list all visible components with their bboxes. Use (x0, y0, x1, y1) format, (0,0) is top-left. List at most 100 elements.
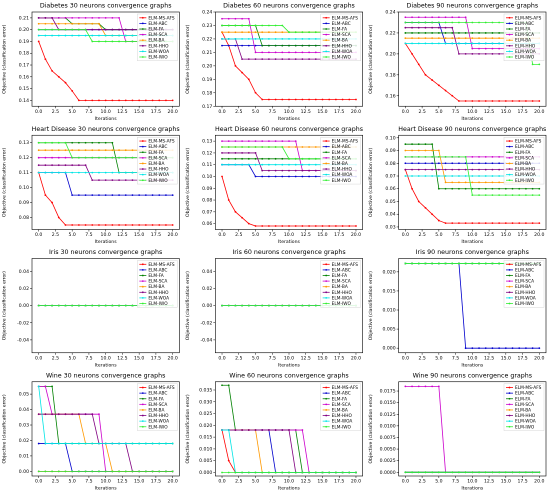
point-marker (274, 163, 277, 166)
point-marker (254, 304, 257, 307)
y-tick-label: 0.10 (19, 185, 29, 191)
point-marker (44, 470, 47, 473)
legend-label: ELM-ABC (148, 267, 167, 273)
point-marker (221, 140, 223, 143)
point-marker (498, 162, 501, 165)
legend-label: ELM-SCA (148, 402, 167, 408)
legend-marker (141, 420, 144, 423)
point-marker (314, 44, 317, 47)
point-marker (471, 181, 474, 184)
point-marker (241, 146, 244, 148)
legend-marker (325, 56, 328, 58)
point-marker (314, 163, 317, 166)
point-marker (98, 28, 100, 31)
point-marker (71, 28, 74, 31)
point-marker (424, 149, 427, 152)
plot-frame (215, 11, 363, 107)
point-marker (71, 442, 74, 445)
point-marker (531, 187, 534, 190)
point-marker (417, 149, 420, 152)
point-marker (491, 47, 494, 50)
x-axis-label: Iterations (278, 362, 300, 368)
x-tick-label: 17.5 (517, 355, 527, 361)
point-marker (111, 141, 114, 144)
panel: Heart Disease 60 neurons convergence gra… (185, 126, 363, 245)
x-tick-label: 10.0 (101, 109, 111, 115)
point-marker (71, 164, 74, 167)
y-tick-label: 0.00 (19, 303, 29, 309)
panel: Heart Disease 30 neurons convergence gra… (2, 126, 180, 245)
point-marker (124, 34, 127, 37)
point-marker (227, 429, 230, 431)
panel-title: Heart Disease 90 neurons convergence gra… (398, 126, 546, 133)
y-axis-label: Objective (classification error) (2, 148, 8, 217)
point-marker (144, 442, 147, 445)
point-marker (254, 175, 257, 178)
point-marker (478, 100, 480, 102)
legend-marker (141, 263, 144, 266)
legend-label: ELM-FA (515, 27, 530, 33)
point-marker (498, 168, 501, 171)
x-axis-label: Iterations (461, 116, 483, 122)
y-tick-label: 0.02 (19, 286, 29, 292)
point-marker (171, 224, 174, 226)
point-marker (301, 175, 304, 178)
legend-marker (325, 409, 328, 411)
point-marker (247, 17, 250, 20)
point-marker (484, 347, 487, 350)
y-axis-label: Objective (classification error) (368, 148, 374, 217)
point-marker (281, 163, 284, 166)
x-tick-label: 17.5 (517, 232, 527, 238)
point-marker (404, 37, 407, 40)
y-tick-label: 0.015 (199, 435, 212, 441)
point-marker (37, 413, 40, 416)
point-marker (498, 37, 501, 40)
x-tick-label: 20.0 (351, 479, 361, 485)
point-marker (98, 16, 100, 19)
point-marker (84, 164, 87, 167)
point-marker (308, 225, 310, 227)
x-tick-label: 17.5 (517, 479, 527, 485)
point-marker (144, 224, 147, 226)
x-axis-label: Iterations (461, 239, 483, 245)
point-marker (417, 175, 420, 177)
point-marker (458, 187, 460, 190)
y-tick-label: 0.18 (19, 51, 29, 57)
point-marker (404, 471, 407, 474)
point-marker (444, 222, 447, 225)
point-marker (261, 471, 264, 474)
point-marker (111, 156, 114, 159)
x-tick-label: 10.0 (101, 232, 111, 238)
point-marker (71, 304, 74, 307)
point-marker (348, 225, 351, 227)
point-marker (118, 179, 120, 182)
point-marker (234, 44, 237, 47)
point-marker (37, 164, 40, 167)
point-marker (478, 37, 480, 40)
point-marker (498, 187, 501, 190)
point-marker (484, 162, 487, 165)
x-tick-label: 17.5 (334, 479, 344, 485)
legend-label: ELM-ABC (332, 267, 351, 273)
point-marker (281, 44, 284, 47)
legend-marker (325, 302, 328, 305)
point-marker (355, 225, 357, 227)
point-marker (158, 442, 161, 445)
point-marker (234, 140, 237, 143)
point-marker (471, 168, 474, 171)
point-marker (484, 37, 487, 40)
x-tick-label: 5.0 (252, 109, 259, 115)
point-marker (144, 470, 147, 473)
point-marker (247, 140, 250, 143)
legend-label: ELM-ABC (332, 391, 351, 397)
y-tick-label: 0.17 (202, 104, 212, 110)
point-marker (124, 171, 127, 174)
point-marker (531, 471, 534, 474)
point-marker (51, 34, 53, 37)
point-marker (478, 52, 480, 55)
point-marker (308, 157, 310, 160)
point-marker (491, 187, 494, 190)
point-marker (37, 28, 40, 31)
point-marker (227, 304, 230, 307)
legend-label: ELM-MS-AFS (332, 385, 359, 391)
